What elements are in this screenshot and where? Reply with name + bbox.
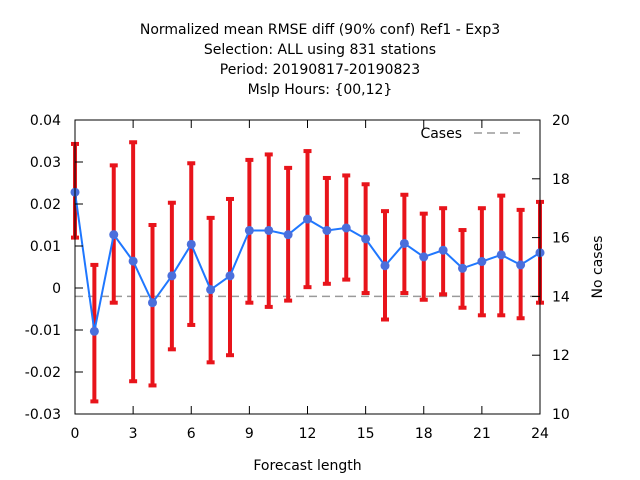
axis-ticks: 0 3 6 9 12 15 18 21 24 -0.03 -0.02 -0.01 0 0.01 0.02 0.… [25,113,570,442]
data-point [244,225,254,235]
title-line: Period: 20190817-20190823 [220,62,420,78]
y-tick-label: 0.02 [30,197,61,213]
y-tick-label: 0.04 [30,113,61,129]
data-point [303,214,312,224]
y-tick-label: 0.03 [30,155,61,171]
title-line: Selection: ALL using 831 stations [204,42,436,58]
data-point [380,261,390,271]
y2-axis-label: No cases [590,236,606,299]
data-point [225,271,235,281]
data-point [322,225,332,235]
mean-diff-markers [70,187,545,336]
x-tick-label: 6 [187,426,196,442]
x-tick-label: 18 [415,426,433,442]
data-point [399,238,409,248]
data-point [496,250,506,260]
y-tick-label: 0.01 [30,239,61,255]
y2-tick-label: 20 [552,113,570,129]
x-tick-label: 12 [299,426,317,442]
data-point [458,263,467,273]
data-point [341,223,351,233]
data-point [264,225,274,235]
y-tick-label: -0.02 [25,365,61,381]
x-tick-label: 21 [473,426,491,442]
x-tick-label: 3 [129,426,138,442]
error-bars [71,140,544,404]
title-line: Normalized mean RMSE diff (90% conf) Ref… [140,22,500,38]
x-tick-label: 9 [245,426,254,442]
y-tick-label: -0.01 [25,323,61,339]
data-point [167,271,177,281]
legend-label-cases: Cases [420,126,462,142]
y2-tick-label: 18 [552,172,570,188]
data-point [148,298,157,308]
legend: Cases [420,126,520,142]
data-point [186,239,196,249]
y2-tick-label: 14 [552,289,570,305]
chart-title: Normalized mean RMSE diff (90% conf) Ref… [140,22,500,98]
y2-tick-label: 10 [552,407,570,423]
data-point [438,245,448,255]
x-tick-label: 15 [357,426,375,442]
y2-tick-label: 16 [552,231,570,247]
data-point [361,234,371,244]
data-point [283,230,293,240]
data-point [516,260,526,270]
y-tick-label: 0 [52,281,61,297]
title-line: Mslp Hours: {00,12} [248,82,393,98]
y2-tick-label: 12 [552,348,570,364]
data-point [477,257,487,267]
x-tick-label: 24 [531,426,549,442]
x-tick-label: 0 [71,426,80,442]
data-point [89,326,99,336]
data-point [206,285,216,295]
x-axis-label: Forecast length [253,458,361,474]
y-tick-label: -0.03 [25,407,61,423]
data-point [128,256,138,266]
data-point [109,230,119,240]
data-point [419,252,429,262]
